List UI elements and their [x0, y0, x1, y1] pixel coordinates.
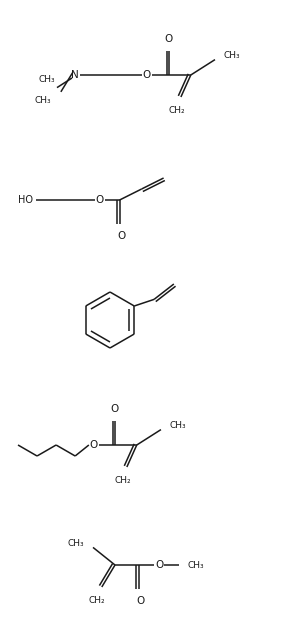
Text: N: N	[71, 70, 79, 80]
Text: CH₂: CH₂	[169, 106, 185, 115]
Text: HO: HO	[18, 195, 33, 205]
Text: O: O	[137, 596, 145, 606]
Text: O: O	[143, 70, 151, 80]
Text: O: O	[164, 34, 172, 44]
Text: CH₂: CH₂	[89, 596, 105, 605]
Text: O: O	[155, 560, 163, 570]
Text: O: O	[117, 231, 125, 241]
Text: O: O	[110, 404, 118, 414]
Text: CH₃: CH₃	[170, 421, 186, 430]
Text: CH₃: CH₃	[188, 560, 204, 570]
Text: CH₃: CH₃	[38, 75, 55, 84]
Text: O: O	[96, 195, 104, 205]
Text: CH₃: CH₃	[224, 51, 241, 60]
Text: CH₃: CH₃	[67, 539, 84, 548]
Text: O: O	[90, 440, 98, 450]
Text: CH₃: CH₃	[34, 96, 51, 104]
Text: CH₂: CH₂	[115, 476, 131, 485]
